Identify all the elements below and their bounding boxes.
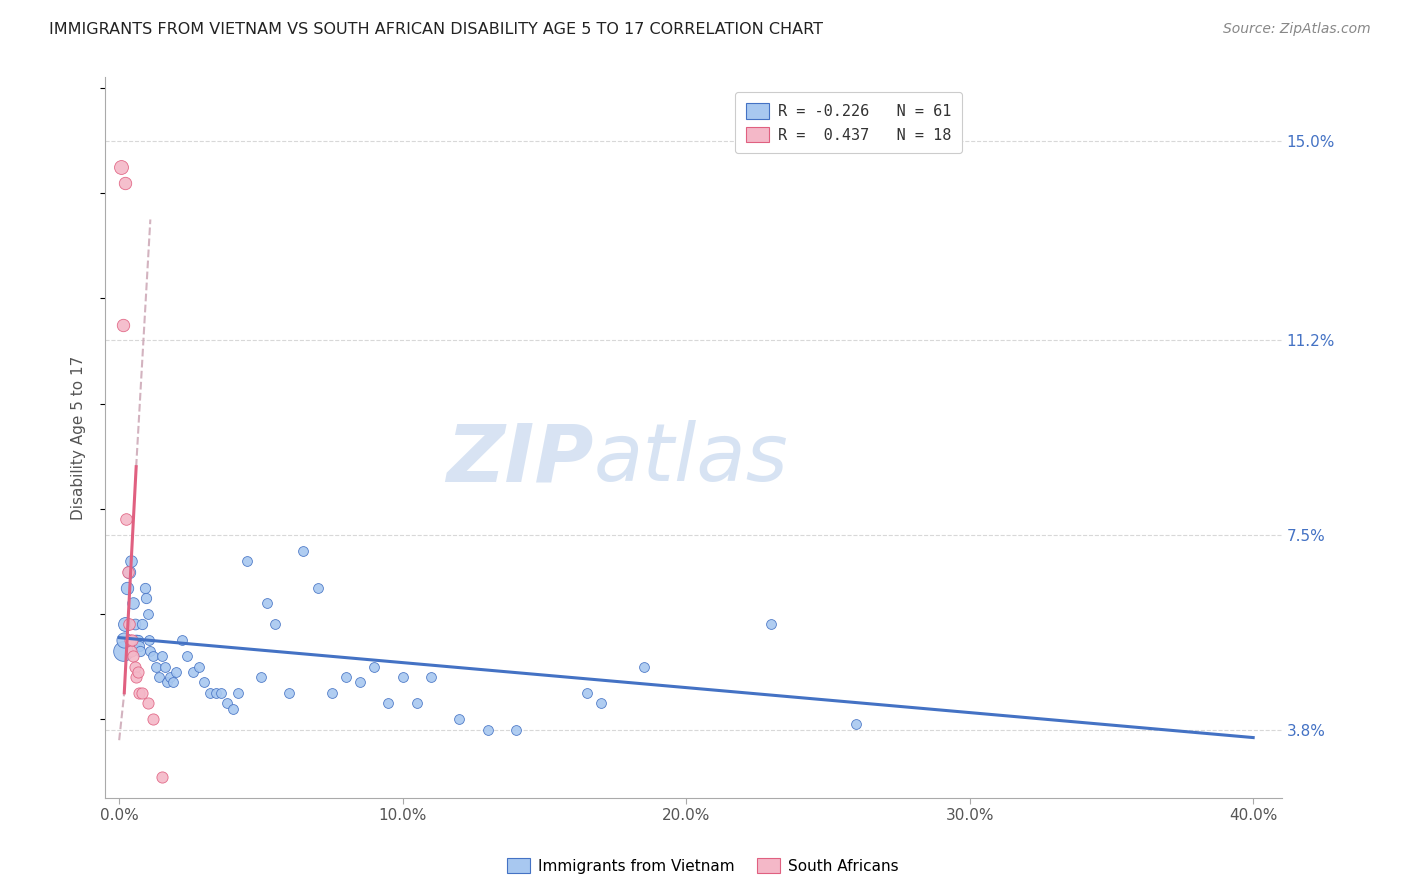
Point (420, 670, 443, 684)
Point (142, 648, 165, 663)
Point (127, 633, 149, 648)
Point (127, 665, 149, 679)
Point (125, 633, 148, 648)
Point (377, 697, 399, 711)
Point (122, 597, 145, 611)
Point (292, 544, 315, 558)
Point (128, 639, 150, 653)
Point (134, 581, 156, 595)
Point (505, 723, 527, 737)
Point (264, 617, 287, 632)
Point (114, 176, 136, 190)
Point (761, 617, 783, 632)
Point (221, 701, 243, 715)
Point (136, 697, 159, 711)
Legend: R = -0.226   N = 61, R =  0.437   N = 18: R = -0.226 N = 61, R = 0.437 N = 18 (735, 92, 962, 153)
Point (209, 686, 232, 700)
Point (110, 160, 132, 174)
Point (391, 670, 413, 684)
Point (591, 697, 613, 711)
Point (153, 659, 176, 673)
Point (117, 565, 139, 579)
Point (159, 670, 181, 684)
Point (142, 712, 165, 726)
Point (845, 717, 868, 731)
Point (118, 633, 141, 648)
Point (145, 659, 167, 673)
Point (278, 686, 301, 700)
Point (128, 686, 150, 700)
Text: Source: ZipAtlas.com: Source: ZipAtlas.com (1223, 22, 1371, 37)
Point (118, 565, 141, 579)
Point (193, 675, 215, 690)
Point (633, 659, 655, 673)
Point (170, 633, 193, 648)
Point (181, 665, 204, 679)
Point (307, 581, 329, 595)
Point (114, 617, 136, 632)
Point (198, 686, 221, 700)
Point (131, 617, 153, 632)
Point (136, 607, 159, 621)
Point (139, 644, 162, 658)
Point (575, 686, 598, 700)
Point (449, 712, 471, 726)
Point (115, 581, 138, 595)
Point (256, 597, 278, 611)
Point (150, 770, 173, 784)
Point (335, 670, 357, 684)
Point (124, 617, 146, 632)
Y-axis label: Disability Age 5 to 17: Disability Age 5 to 17 (72, 356, 86, 520)
Point (250, 670, 273, 684)
Point (135, 591, 157, 606)
Point (121, 633, 143, 648)
Text: IMMIGRANTS FROM VIETNAM VS SOUTH AFRICAN DISABILITY AGE 5 TO 17 CORRELATION CHAR: IMMIGRANTS FROM VIETNAM VS SOUTH AFRICAN… (49, 22, 823, 37)
Point (321, 686, 343, 700)
Point (111, 644, 134, 658)
Point (148, 670, 170, 684)
Point (122, 648, 145, 663)
Point (226, 686, 249, 700)
Point (187, 659, 209, 673)
Point (349, 675, 371, 690)
Point (118, 617, 141, 632)
Point (112, 318, 135, 332)
Point (115, 512, 138, 526)
Point (477, 723, 499, 737)
Point (156, 675, 179, 690)
Point (131, 686, 153, 700)
Point (150, 648, 173, 663)
Point (129, 644, 152, 658)
Point (215, 697, 238, 711)
Text: ZIP: ZIP (446, 420, 593, 499)
Point (204, 686, 226, 700)
Point (120, 644, 142, 658)
Point (125, 670, 148, 684)
Point (405, 697, 427, 711)
Text: atlas: atlas (593, 420, 787, 499)
Point (176, 648, 198, 663)
Point (165, 665, 187, 679)
Point (112, 633, 135, 648)
Point (363, 659, 385, 673)
Legend: Immigrants from Vietnam, South Africans: Immigrants from Vietnam, South Africans (502, 852, 904, 880)
Point (162, 675, 184, 690)
Point (120, 554, 142, 568)
Point (138, 633, 160, 648)
Point (124, 659, 146, 673)
Point (235, 554, 257, 568)
